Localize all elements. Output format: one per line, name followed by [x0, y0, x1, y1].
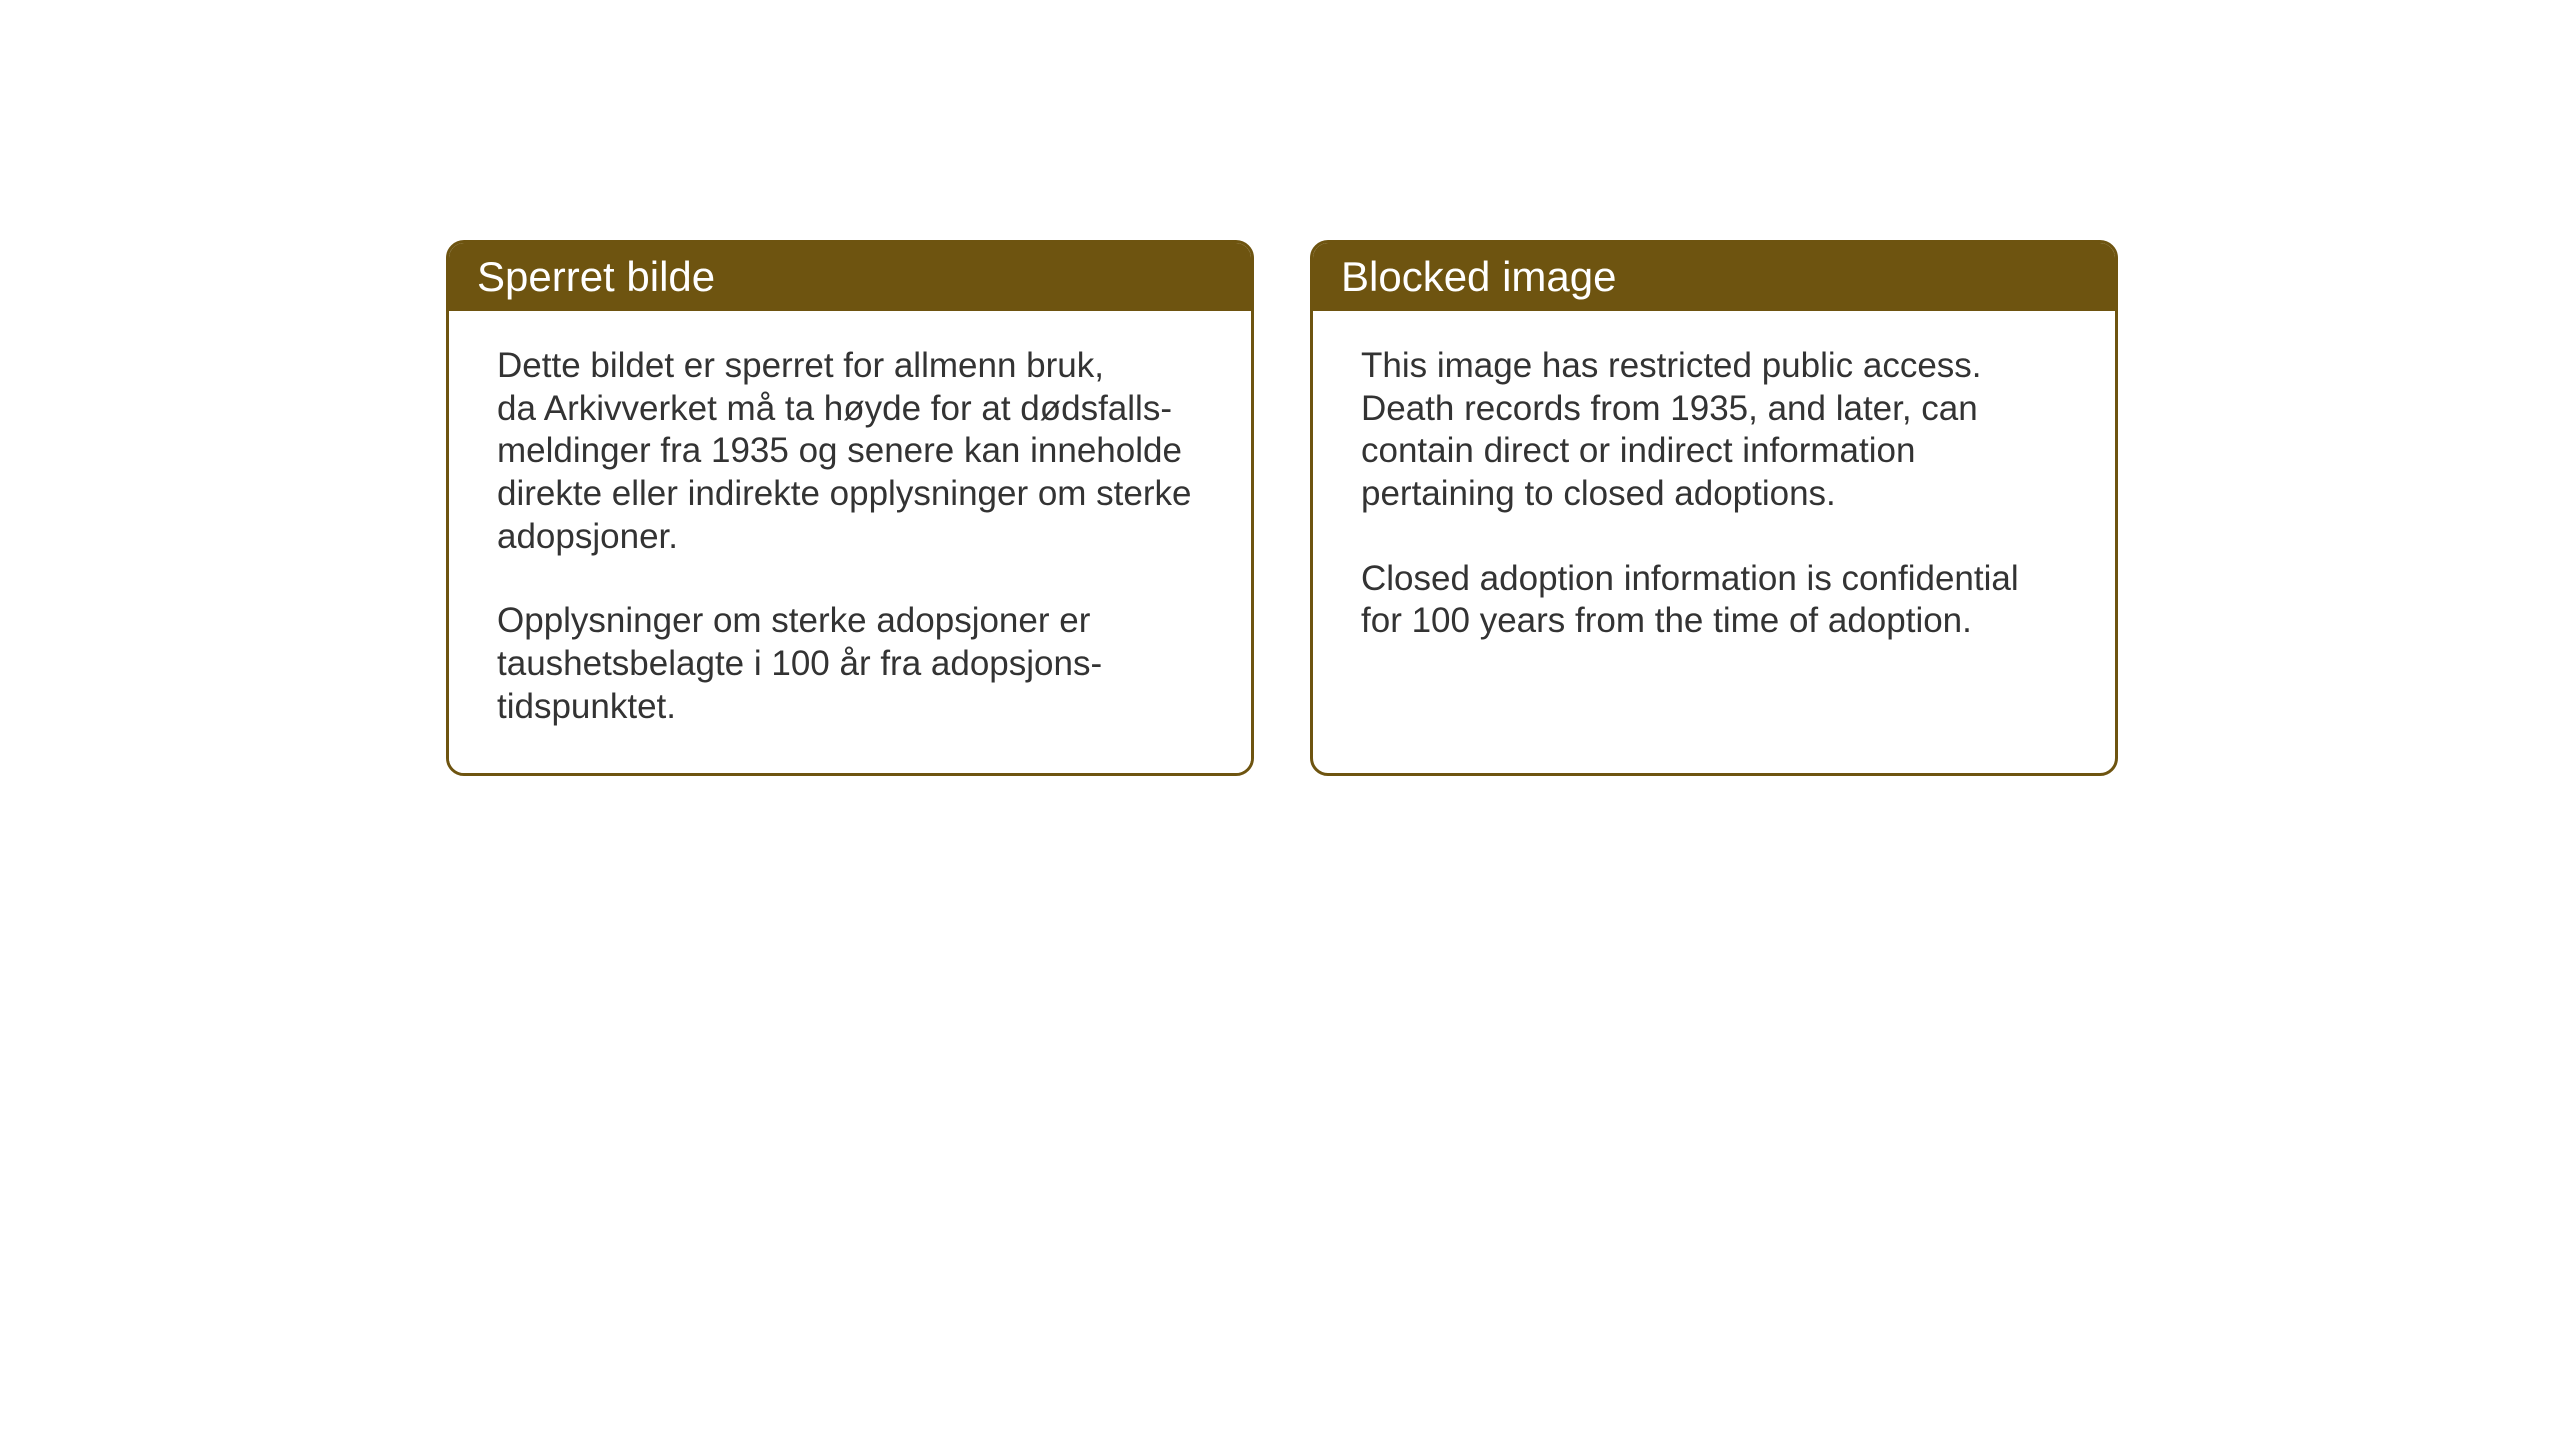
card-body-norwegian: Dette bildet er sperret for allmenn bruk…: [449, 311, 1251, 773]
text-line: pertaining to closed adoptions.: [1361, 474, 1836, 513]
card-english: Blocked image This image has restricted …: [1310, 240, 2118, 776]
text-line: Opplysninger om sterke adopsjoner er: [497, 601, 1090, 640]
card-header-english: Blocked image: [1313, 243, 2115, 311]
card-paragraph-2-english: Closed adoption information is confident…: [1361, 558, 2067, 643]
text-line: direkte eller indirekte opplysninger om …: [497, 474, 1192, 513]
card-title-english: Blocked image: [1341, 253, 1616, 300]
text-line: adopsjoner.: [497, 517, 678, 556]
text-line: da Arkivverket må ta høyde for at dødsfa…: [497, 389, 1172, 428]
text-line: for 100 years from the time of adoption.: [1361, 601, 1972, 640]
text-line: meldinger fra 1935 og senere kan innehol…: [497, 431, 1182, 470]
card-paragraph-1-norwegian: Dette bildet er sperret for allmenn bruk…: [497, 345, 1203, 558]
text-line: taushetsbelagte i 100 år fra adopsjons-: [497, 644, 1102, 683]
card-title-norwegian: Sperret bilde: [477, 253, 715, 300]
text-line: This image has restricted public access.: [1361, 346, 1982, 385]
card-header-norwegian: Sperret bilde: [449, 243, 1251, 311]
card-paragraph-2-norwegian: Opplysninger om sterke adopsjoner er tau…: [497, 600, 1203, 728]
cards-container: Sperret bilde Dette bildet er sperret fo…: [446, 240, 2118, 776]
text-line: Death records from 1935, and later, can: [1361, 389, 1978, 428]
card-norwegian: Sperret bilde Dette bildet er sperret fo…: [446, 240, 1254, 776]
text-line: contain direct or indirect information: [1361, 431, 1915, 470]
card-paragraph-1-english: This image has restricted public access.…: [1361, 345, 2067, 516]
text-line: Dette bildet er sperret for allmenn bruk…: [497, 346, 1104, 385]
text-line: tidspunktet.: [497, 687, 676, 726]
card-body-english: This image has restricted public access.…: [1313, 311, 2115, 687]
text-line: Closed adoption information is confident…: [1361, 559, 2019, 598]
